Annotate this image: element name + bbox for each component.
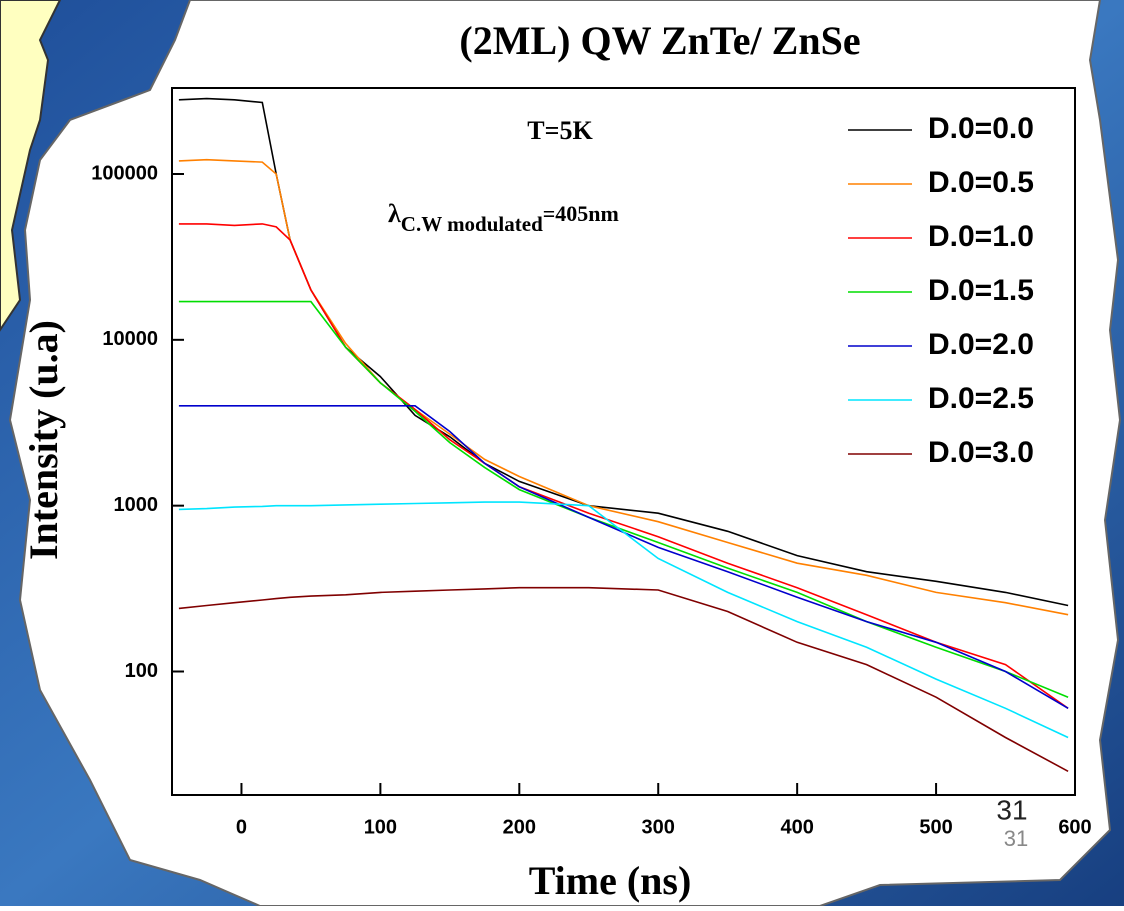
lambda-sub: C.W modulated xyxy=(401,212,543,236)
legend-label: D.0=0.0 xyxy=(928,112,1034,145)
lambda-annotation: λC.W modulated=405nm xyxy=(388,199,619,236)
slide-number: 31 xyxy=(996,794,1027,825)
series-line xyxy=(178,501,1069,739)
lambda-value: =405nm xyxy=(543,201,619,226)
legend-label: D.0=1.5 xyxy=(928,274,1034,307)
x-tick-label: 0 xyxy=(236,816,247,838)
series-line xyxy=(178,97,1069,607)
slide-number-shadow: 31 xyxy=(1004,826,1028,851)
x-axis-label: Time (ns) xyxy=(529,858,692,903)
x-tick-label: 600 xyxy=(1058,816,1091,838)
callout xyxy=(0,0,62,332)
series-line xyxy=(178,158,1069,616)
x-tick-label: 300 xyxy=(642,816,675,838)
plot-frame xyxy=(171,87,1076,796)
series-line xyxy=(178,404,1069,709)
legend-label: D.0=0.5 xyxy=(928,166,1034,199)
y-tick-label: 100000 xyxy=(91,162,158,184)
lambda: λ xyxy=(388,199,401,228)
x-tick-label: 200 xyxy=(503,816,536,838)
x-tick-label: 500 xyxy=(919,816,952,838)
legend-label: D.0=1.0 xyxy=(928,220,1034,253)
legend-label: D.0=2.5 xyxy=(928,382,1034,415)
x-tick-label: 400 xyxy=(780,816,813,838)
chart-title: (2ML) QW ZnTe/ ZnSe xyxy=(459,18,860,63)
y-tick-label: 1000 xyxy=(114,494,159,516)
legend-label: D.0=3.0 xyxy=(928,436,1034,469)
y-tick-label: 100 xyxy=(125,660,158,682)
y-tick-label: 10000 xyxy=(102,328,158,350)
plot xyxy=(178,97,1069,773)
x-tick-label: 100 xyxy=(364,816,397,838)
y-axis-label: Intensity (u.a) xyxy=(21,320,66,560)
legend-label: D.0=2.0 xyxy=(928,328,1034,361)
series-line xyxy=(178,300,1069,698)
temperature-annotation: T=5K xyxy=(527,116,593,145)
series-line xyxy=(178,586,1069,773)
series-line xyxy=(178,223,1069,709)
